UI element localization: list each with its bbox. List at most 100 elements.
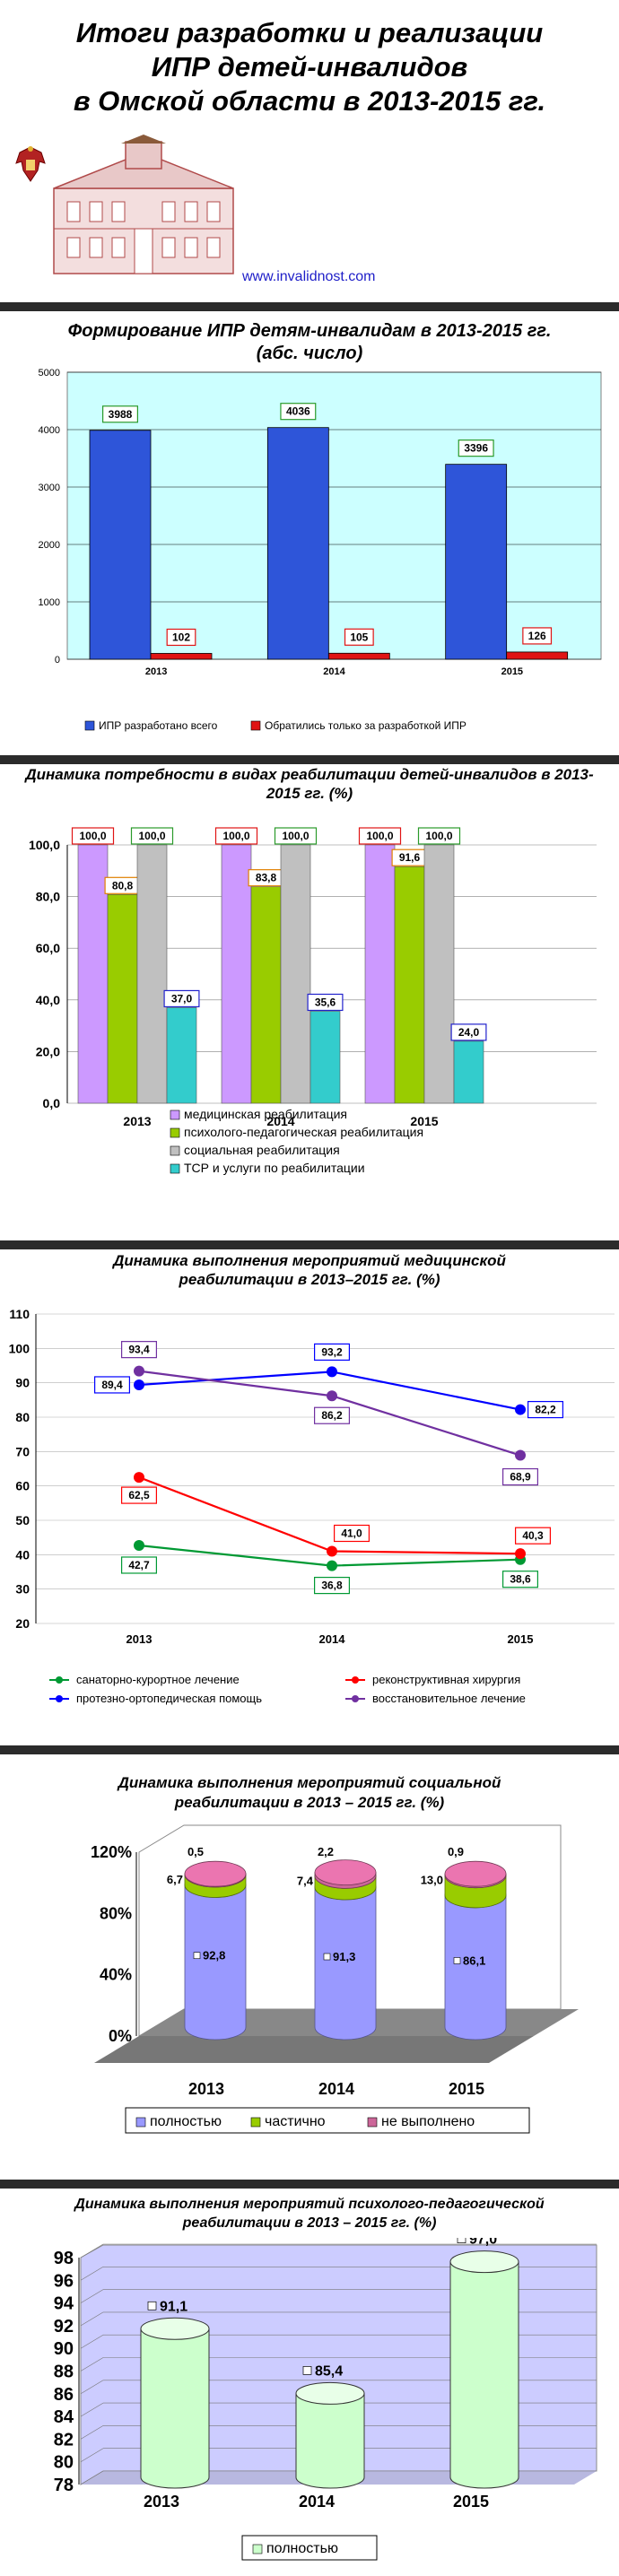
gridline-side bbox=[80, 2425, 104, 2440]
data-label: 62,5 bbox=[128, 1489, 150, 1501]
data-point bbox=[134, 1539, 144, 1551]
divider bbox=[0, 302, 619, 311]
bar-ipr-only bbox=[327, 652, 390, 660]
gridline-side bbox=[80, 2267, 104, 2281]
gridline-side bbox=[80, 2380, 104, 2395]
legend-marker bbox=[352, 1676, 359, 1684]
gridline-side bbox=[80, 2243, 104, 2258]
label-marker bbox=[457, 2238, 466, 2244]
data-label-box bbox=[274, 827, 318, 845]
data-point bbox=[327, 1366, 337, 1378]
bar bbox=[166, 1007, 197, 1104]
label-marker bbox=[302, 2366, 312, 2375]
data-label-box bbox=[101, 405, 138, 423]
cylinder bbox=[295, 2392, 365, 2489]
chart2-title: Динамика потребности в видах реабилитаци… bbox=[25, 766, 594, 802]
data-label: 102 bbox=[172, 631, 190, 643]
divider bbox=[0, 2180, 619, 2189]
data-label: 100,0 bbox=[366, 830, 393, 842]
series-line bbox=[138, 1476, 521, 1555]
data-label: 37,0 bbox=[171, 992, 193, 1005]
gridline-side bbox=[80, 2448, 104, 2462]
y-tick-label: 30 bbox=[15, 1582, 30, 1597]
data-label-box bbox=[93, 1376, 130, 1394]
y-tick-label: 1000 bbox=[39, 597, 60, 608]
data-point bbox=[515, 1548, 526, 1560]
gridline-side bbox=[80, 2357, 104, 2371]
label-marker bbox=[147, 2301, 157, 2311]
y-tick-label: 84 bbox=[54, 2407, 74, 2427]
data-label: 7,4 bbox=[297, 1874, 314, 1887]
x-tick-label: 2013 bbox=[145, 666, 167, 677]
chart2-canvas: 0,0 20,0 40,0 60,0 80,0 100,0 2013 100,0 80,8 100… bbox=[29, 827, 597, 1175]
cylinder-cap bbox=[444, 1860, 507, 1887]
legend-marker bbox=[56, 1695, 63, 1702]
bar bbox=[394, 866, 425, 1104]
chart1-title: Формирование ИПР детям-инвалидам в 2013-… bbox=[0, 320, 619, 365]
label-marker bbox=[453, 1957, 461, 1964]
data-label: 13,0 bbox=[421, 1874, 443, 1887]
data-label: 100,0 bbox=[282, 830, 309, 842]
chart3-title: Динамика выполнения мероприятий медицинс… bbox=[113, 1252, 506, 1288]
data-label-box bbox=[527, 1400, 563, 1419]
gridline-side bbox=[80, 2334, 104, 2349]
y-tick-label: 88 bbox=[54, 2363, 74, 2382]
data-label-box bbox=[514, 1527, 551, 1545]
x-tick-label: 2013 bbox=[188, 2080, 224, 2098]
x-tick-label: 2014 bbox=[318, 2080, 354, 2098]
bar bbox=[250, 886, 282, 1104]
data-label: 3988 bbox=[109, 408, 133, 421]
y-tick-label: 20 bbox=[15, 1616, 30, 1631]
data-label: 100,0 bbox=[79, 830, 106, 842]
building-illustration bbox=[53, 135, 234, 274]
x-tick-label: 2015 bbox=[410, 1114, 438, 1128]
label-marker bbox=[323, 1953, 331, 1961]
bar-ipr-total bbox=[445, 464, 508, 660]
site-url[interactable]: www.invalidnost.com bbox=[242, 269, 376, 284]
label-marker bbox=[193, 1952, 201, 1960]
legend-swatch bbox=[250, 2117, 261, 2128]
bar-ipr-only bbox=[506, 651, 569, 660]
data-label: 89,4 bbox=[101, 1379, 123, 1391]
bar-ipr-total bbox=[266, 427, 329, 660]
data-label: 40,3 bbox=[522, 1529, 544, 1542]
y-tick-label: 40,0 bbox=[36, 993, 60, 1007]
data-label: 36,8 bbox=[321, 1580, 343, 1592]
x-tick-label: 2014 bbox=[319, 1632, 346, 1646]
data-label: 68,9 bbox=[510, 1471, 531, 1484]
bar-ipr-total bbox=[89, 430, 152, 660]
data-label: 0,9 bbox=[448, 1845, 464, 1858]
bar bbox=[423, 844, 455, 1104]
y-tick-label: 70 bbox=[15, 1444, 30, 1458]
y-tick-label: 40 bbox=[15, 1547, 30, 1562]
data-label-box bbox=[121, 1486, 158, 1504]
data-point bbox=[327, 1545, 337, 1557]
data-label: 35,6 bbox=[315, 996, 336, 1008]
data-label-box bbox=[501, 1467, 538, 1486]
title-line-2: ИПР детей-инвалидов bbox=[151, 51, 468, 83]
data-label: 3396 bbox=[464, 442, 488, 455]
cylinder-cap bbox=[140, 2317, 210, 2340]
data-label-box bbox=[314, 1406, 351, 1424]
data-label-box bbox=[417, 827, 461, 845]
data-label-box bbox=[130, 827, 174, 845]
page-title: Итоги разработки и реализации ИПР детей-… bbox=[0, 16, 619, 118]
data-label-box bbox=[522, 627, 553, 645]
cylinder-cap bbox=[184, 1860, 247, 1887]
data-label-box bbox=[280, 403, 317, 421]
gridline-side bbox=[80, 2402, 104, 2417]
legend-label: санаторно-курортное лечение bbox=[76, 1673, 240, 1686]
data-label: 93,2 bbox=[321, 1345, 343, 1358]
cylinder-segment bbox=[444, 1894, 507, 2041]
y-tick-label: 92 bbox=[54, 2317, 74, 2337]
legend-swatch bbox=[135, 2117, 146, 2128]
coat-of-arms-icon bbox=[15, 146, 46, 182]
data-label-box bbox=[121, 1556, 158, 1574]
data-label: 126 bbox=[528, 630, 546, 642]
data-label-box bbox=[314, 1577, 351, 1595]
data-label-box bbox=[121, 1341, 158, 1359]
legend-label: не выполнено bbox=[381, 2114, 475, 2129]
y-tick-label: 2000 bbox=[39, 540, 60, 551]
cylinder-segment bbox=[184, 1884, 247, 2041]
